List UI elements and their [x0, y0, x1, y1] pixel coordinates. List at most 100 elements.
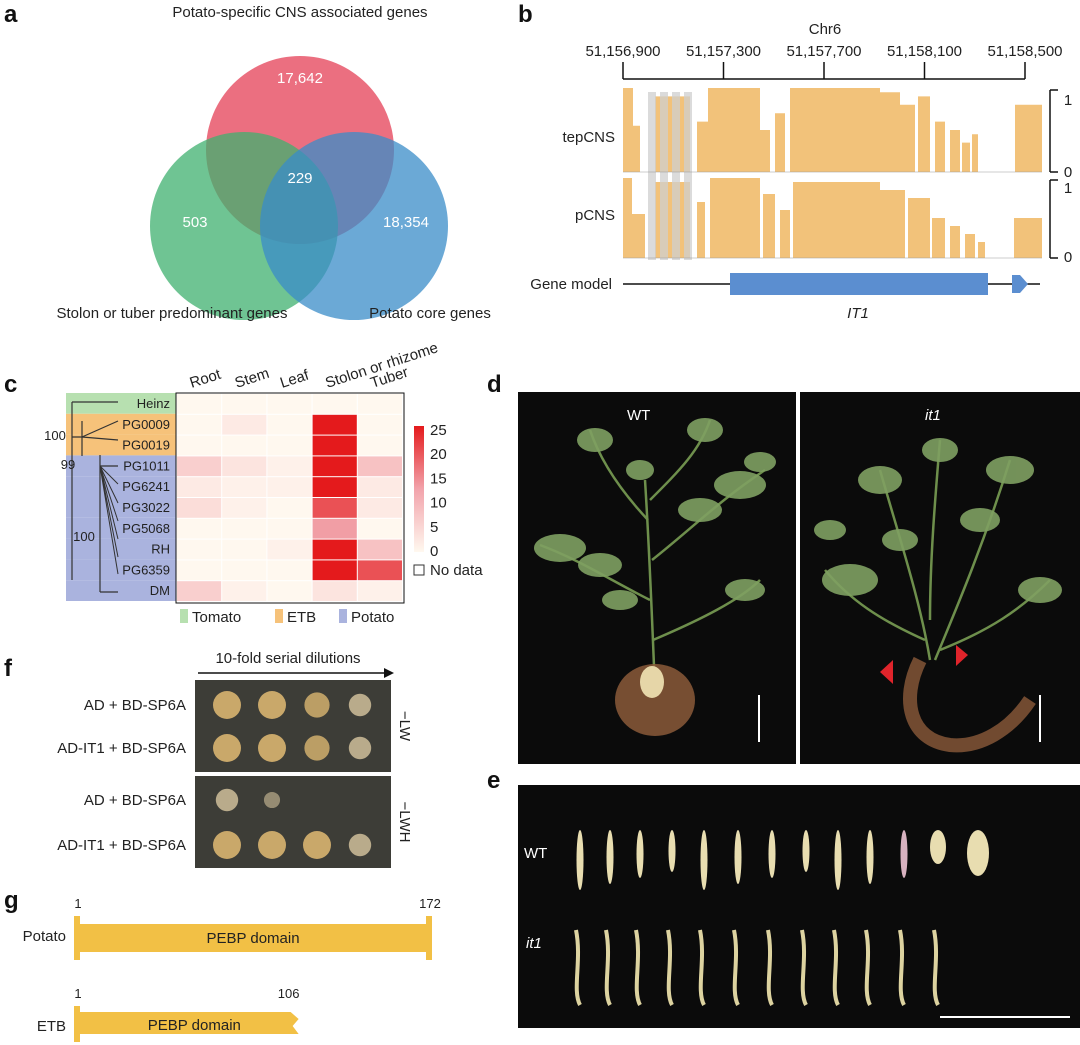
heatmap-group-band	[66, 559, 176, 581]
tuber-it1-label: it1	[526, 935, 542, 952]
wt-stolon	[834, 830, 842, 890]
venn-count-top: 17,642	[277, 70, 323, 87]
heatmap-cell	[222, 394, 267, 414]
venn-count-left: 503	[182, 214, 207, 231]
heatmap-cell	[222, 477, 267, 497]
heatmap-row-label: PG0009	[122, 417, 170, 432]
it1-stolon	[634, 929, 642, 1006]
it1-stolon	[898, 929, 906, 1006]
heatmap-cell	[357, 581, 402, 601]
plant-it1-label: it1	[925, 407, 941, 424]
legend-label-potato: Potato	[351, 609, 394, 626]
coordinate-tick-label: 51,157,700	[786, 43, 861, 60]
coordinate-tick-label: 51,157,300	[686, 43, 761, 60]
protein-domains: Potato 1 172 PEBP domain ETB 1 106 PEBP …	[23, 896, 441, 1042]
legend-label-tomato: Tomato	[192, 609, 241, 626]
chromosome-label: Chr6	[809, 21, 842, 38]
heatmap-cell	[177, 581, 222, 601]
heatmap-row-label: PG6359	[122, 562, 170, 577]
coordinate-tick-label: 51,158,500	[987, 43, 1062, 60]
heatmap-cell	[312, 539, 357, 560]
wt-stolon	[668, 830, 676, 872]
heatmap-cell	[312, 456, 357, 477]
protein-domain-etb: PEBP domain	[148, 1017, 241, 1034]
heatmap-cell	[222, 560, 267, 581]
protein-cap-end-potato	[426, 916, 432, 960]
plant-photos: WT it1	[518, 392, 1080, 764]
panel-letter-g: g	[4, 887, 19, 914]
legend-swatch-etb	[275, 609, 283, 623]
yeast-row-labels: AD + BD-SP6A AD-IT1 + BD-SP6A AD + BD-SP6A…	[57, 697, 186, 854]
wt-stolons	[576, 830, 989, 890]
venn-label-right: Potato core genes	[369, 305, 491, 322]
it1-stolon	[574, 929, 582, 1006]
heatmap-column-label: Root	[188, 366, 224, 392]
heatmap-cell	[267, 518, 312, 539]
venn-label-left: Stolon or tuber predominant genes	[57, 305, 288, 322]
yeast-spot	[304, 692, 330, 718]
venn-count-right: 18,354	[383, 214, 429, 231]
panel-letter-c: c	[4, 371, 17, 398]
highlight-column	[672, 92, 680, 260]
heatmap-row-label: PG5068	[122, 521, 170, 536]
heatmap-cell	[177, 394, 222, 414]
heatmap-cell	[177, 414, 222, 435]
heatmap-group-band	[66, 455, 176, 477]
bootstrap-3: 100	[73, 529, 95, 544]
venn-circle-right	[260, 132, 448, 320]
track-label-tepcns: tepCNS	[562, 129, 615, 146]
yeast-row-label: AD + BD-SP6A	[84, 792, 186, 809]
medium-label-lwh: −LWH	[396, 802, 413, 843]
heatmap-cell	[312, 518, 357, 539]
it1-stolon	[832, 929, 840, 1006]
venn-label-top: Potato-specific CNS associated genes	[172, 4, 427, 21]
photo-tubers	[518, 785, 1080, 1028]
dilution-arrow-head	[384, 668, 394, 678]
protein-bar-etb	[74, 1012, 299, 1034]
it1-stolon	[864, 929, 872, 1006]
colorbar-tick-label: 10	[430, 495, 447, 512]
protein-species-etb: ETB	[37, 1018, 66, 1035]
heatmap-cell	[312, 498, 357, 518]
protein-cap-start-potato	[74, 916, 80, 960]
it1-stolon	[800, 929, 808, 1006]
colorbar-tick-label: 5	[430, 519, 438, 536]
tuber-wt-label: WT	[524, 845, 547, 862]
heatmap-row-label: Heinz	[137, 396, 170, 411]
colorbar-tick-label: 20	[430, 446, 447, 463]
wt-stolon	[930, 830, 946, 864]
protein-start-potato: 1	[74, 896, 81, 911]
gene-exon	[730, 273, 988, 295]
heatmap-group-band	[66, 476, 176, 497]
legend-label-etb: ETB	[287, 609, 316, 626]
panel-letter-b: b	[518, 1, 533, 28]
heatmap-cell	[222, 498, 267, 518]
heatmap-cell	[177, 435, 222, 456]
heatmap-row-label: PG0019	[122, 438, 170, 453]
yeast-spot	[348, 693, 372, 717]
bootstrap-1: 100	[44, 428, 66, 443]
panel-letter-d: d	[487, 371, 502, 398]
gene-utr-arrow	[1012, 275, 1028, 293]
gene-model-label: Gene model	[530, 276, 612, 293]
panel-letter-a: a	[4, 1, 18, 28]
heatmap-row-label: PG6241	[122, 479, 170, 494]
venn-diagram: Potato-specific CNS associated genes Sto…	[57, 4, 491, 322]
panel-letter-f: f	[4, 655, 13, 682]
heatmap-cell	[267, 581, 312, 601]
highlight-column	[684, 92, 692, 260]
yeast-spot	[258, 734, 286, 762]
coordinate-tick-label: 51,156,900	[585, 43, 660, 60]
highlight-column	[660, 92, 668, 260]
heatmap-cell	[312, 560, 357, 581]
it1-stolon	[698, 929, 706, 1006]
yeast-row-label: AD-IT1 + BD-SP6A	[57, 740, 186, 757]
heatmap-cell	[177, 498, 222, 518]
track-label-pcns: pCNS	[575, 207, 615, 224]
wt-foliage	[534, 418, 776, 610]
heatmap-column-label: Stem	[233, 365, 272, 392]
heatmap-group-band	[66, 580, 176, 601]
yeast-row-label: AD + BD-SP6A	[84, 697, 186, 714]
protein-cap-start-etb	[74, 1006, 80, 1042]
